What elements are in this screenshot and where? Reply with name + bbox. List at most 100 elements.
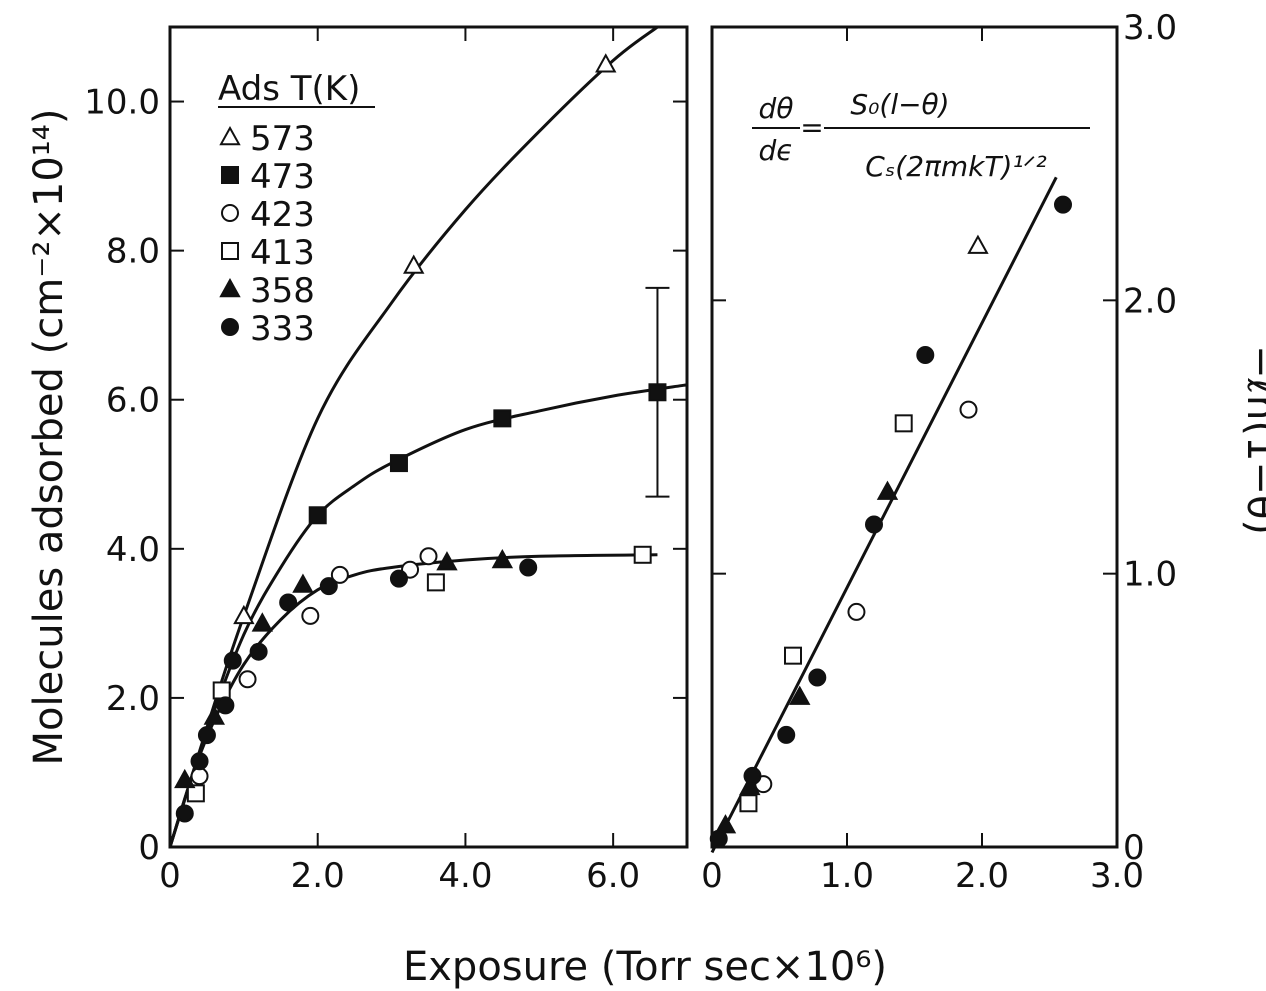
legend-label: 358: [250, 271, 315, 311]
eq-lhs-numerator: dθ: [759, 92, 794, 125]
data-point-423: [190, 767, 209, 786]
eq-rhs-numerator: S₀(l−θ): [850, 88, 949, 121]
data-point-423: [330, 565, 349, 584]
data-point-423: [419, 547, 438, 566]
legend-label: 423: [250, 195, 315, 235]
data-point-333: [743, 766, 762, 785]
legend-marker-473: [221, 166, 239, 184]
shared-x-axis-title: Exposure (Torr sec×10⁶): [403, 944, 887, 990]
legend-marker-423: [221, 204, 239, 222]
left-y-axis-title: Molecules adsorbed (cm⁻²×10¹⁴): [26, 109, 72, 766]
data-point-473: [389, 454, 408, 473]
y-tick-label: 6.0: [106, 381, 160, 421]
data-point-413: [784, 646, 802, 665]
data-point-573: [595, 53, 617, 73]
data-point-333: [279, 593, 298, 612]
data-point-358: [251, 612, 274, 632]
legend-title: Ads T(K): [218, 69, 360, 109]
right-data-points: [709, 195, 1072, 848]
data-point-358: [292, 573, 314, 593]
data-point-333: [319, 577, 338, 596]
fit-line: [710, 176, 1058, 854]
data-point-333: [223, 651, 242, 670]
data-point-358: [491, 548, 514, 569]
data-point-333: [1054, 195, 1072, 214]
data-point-358: [203, 705, 226, 725]
data-point-333: [519, 558, 538, 577]
data-point-333: [865, 515, 883, 534]
y-tick-label: 0: [1123, 828, 1145, 868]
left-panel: 0 2.0 4.0 6.0 0 2.0 4.0 6.0 8.0 10.0 Molecules ad…: [26, 25, 689, 896]
data-point-413: [212, 681, 231, 700]
x-tick-label: 2.0: [291, 856, 345, 896]
left-ticks: 0 2.0 4.0 6.0 0 2.0 4.0 6.0 8.0 10.0: [84, 27, 687, 896]
y-tick-label: 1.0: [1123, 555, 1177, 595]
data-point-333: [197, 726, 216, 745]
data-point-413: [426, 573, 445, 592]
legend-label: 333: [250, 309, 315, 349]
data-point-333: [175, 804, 194, 823]
eq-equals-sign: =: [800, 111, 823, 144]
data-point-423: [847, 602, 866, 621]
eq-rhs-denominator: Cₛ(2πmkT)¹ᐟ²: [865, 150, 1046, 183]
data-point-573: [967, 234, 989, 254]
data-point-333: [190, 752, 209, 771]
data-point-413: [186, 784, 205, 803]
data-point-333: [808, 668, 827, 687]
left-plot-frame: [168, 25, 689, 849]
y-tick-label: 0: [138, 828, 160, 868]
rate-equation: dθ dϵ = S₀(l−θ) Cₛ(2πmkT)¹ᐟ²: [752, 88, 1090, 183]
legend-marker-358: [219, 277, 241, 298]
data-point-423: [301, 606, 320, 625]
left-fit-curves: [168, 25, 688, 848]
x-tick-label: 3.0: [1090, 856, 1144, 896]
right-plot-frame: [710, 25, 1119, 849]
data-point-358: [714, 814, 737, 834]
data-point-358: [739, 775, 761, 796]
data-point-423: [238, 670, 257, 689]
y-tick-label: 2.0: [1123, 281, 1177, 321]
x-tick-label: 1.0: [820, 856, 874, 896]
data-point-573: [403, 254, 425, 274]
legend-label: 573: [250, 119, 315, 159]
y-tick-label: 8.0: [106, 232, 160, 272]
x-tick-label: 0: [701, 856, 723, 896]
data-point-473: [308, 506, 327, 525]
y-tick-label: 2.0: [106, 679, 160, 719]
data-point-333: [916, 346, 935, 364]
fit-curve: [168, 25, 659, 848]
legend-marker-413: [221, 242, 239, 260]
eq-lhs-denominator: dϵ: [759, 134, 794, 167]
data-point-333: [216, 696, 235, 715]
legend-label: 413: [250, 233, 315, 273]
right-panel: 0 1.0 2.0 3.001.02.03.0 −ℓn(1−θ) dθ dϵ = S₀…: [701, 8, 1266, 896]
data-point-413: [633, 545, 652, 564]
data-point-358: [436, 551, 458, 571]
fit-curve: [168, 553, 658, 848]
legend-marker-333: [221, 318, 239, 336]
data-point-358: [174, 768, 196, 789]
data-point-413: [739, 794, 758, 813]
legend-marker-573: [219, 125, 241, 146]
data-point-333: [709, 829, 728, 848]
data-point-573: [233, 604, 255, 625]
y-tick-label: 3.0: [1123, 8, 1177, 48]
data-point-473: [493, 409, 512, 428]
x-tick-label: 4.0: [438, 856, 492, 896]
data-point-333: [777, 725, 796, 744]
data-point-358: [876, 480, 899, 500]
right-fit-line-group: [710, 176, 1058, 854]
y-tick-label: 4.0: [106, 530, 160, 570]
data-point-358: [789, 685, 811, 705]
right-y-axis-title: −ℓn(1−θ): [1238, 345, 1266, 535]
data-point-413: [894, 414, 913, 433]
left-data-points: [174, 53, 670, 823]
x-tick-label: 6.0: [586, 856, 640, 896]
x-tick-label: 0: [159, 856, 181, 896]
data-point-333: [389, 569, 408, 588]
y-tick-label: 10.0: [84, 83, 160, 123]
data-point-423: [959, 400, 978, 419]
data-point-473: [648, 383, 667, 402]
